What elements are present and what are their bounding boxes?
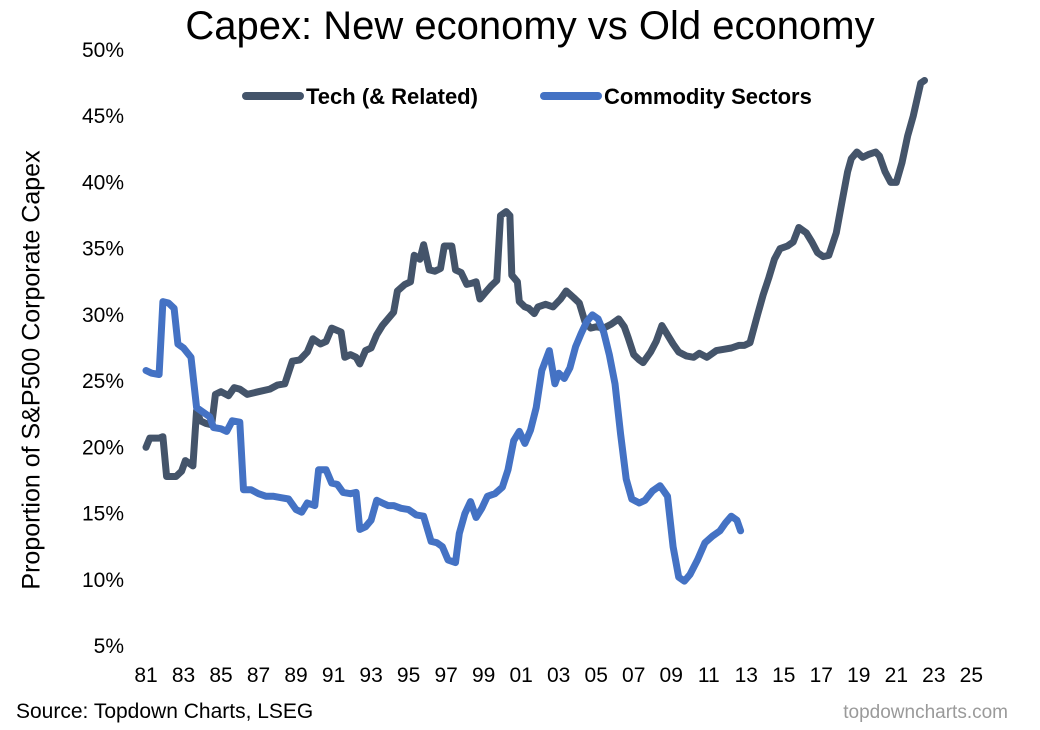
legend-label-tech: Tech (& Related) [306,84,478,109]
x-tick-label: 25 [960,664,983,687]
x-tick-label: 97 [434,664,457,687]
y-tick-label: 50% [82,39,124,62]
x-tick-label: 11 [698,664,720,687]
y-tick-label: 35% [82,238,124,261]
y-tick-label: 40% [82,171,124,194]
y-tick-label: 30% [82,304,124,327]
x-tick-label: 13 [735,664,758,687]
x-tick-label: 99 [472,664,495,687]
x-tick-label: 03 [547,664,570,687]
x-tick-label: 85 [209,664,232,687]
series-layer [142,77,928,585]
chart-canvas: 5% 10% 15% 20% 25% 30% 35% 40% 45% 50% 81 83 85 87 89… [82,39,983,687]
x-tick-label: 19 [847,664,870,687]
x-tick-label: 05 [585,664,608,687]
x-tick-label: 95 [397,664,420,687]
x-axis-ticks: 81 83 85 87 89 91 93 95 97 99 01 03 05 07 09 11 13 15 17 19… [134,664,983,687]
series-line-tech [142,77,928,480]
x-tick-label: 83 [172,664,195,687]
y-tick-label: 15% [82,503,124,526]
x-tick-label: 91 [322,664,345,687]
x-tick-label: 23 [922,664,945,687]
y-axis-ticks: 5% 10% 15% 20% 25% 30% 35% 40% 45% 50% [82,39,124,658]
y-tick-label: 45% [82,105,124,128]
x-tick-label: 01 [509,664,532,687]
chart-title: Capex: New economy vs Old economy [185,4,875,48]
source-note: Source: Topdown Charts, LSEG [16,700,314,723]
brand-watermark: topdowncharts.com [843,702,1008,723]
legend: Tech (& Related) Commodity Sectors [242,84,812,109]
x-tick-label: 07 [622,664,645,687]
x-tick-label: 15 [772,664,795,687]
y-tick-label: 5% [94,635,124,658]
x-tick-label: 87 [247,664,270,687]
x-tick-label: 89 [284,664,307,687]
x-tick-label: 09 [660,664,683,687]
x-tick-label: 81 [134,664,157,687]
series-line-commodity [142,298,745,585]
y-tick-label: 10% [82,569,124,592]
x-tick-label: 17 [810,664,833,687]
y-tick-label: 20% [82,436,124,459]
x-tick-label: 93 [359,664,382,687]
x-tick-label: 21 [885,664,908,687]
y-tick-label: 25% [82,370,124,393]
legend-label-commodity: Commodity Sectors [604,84,812,109]
